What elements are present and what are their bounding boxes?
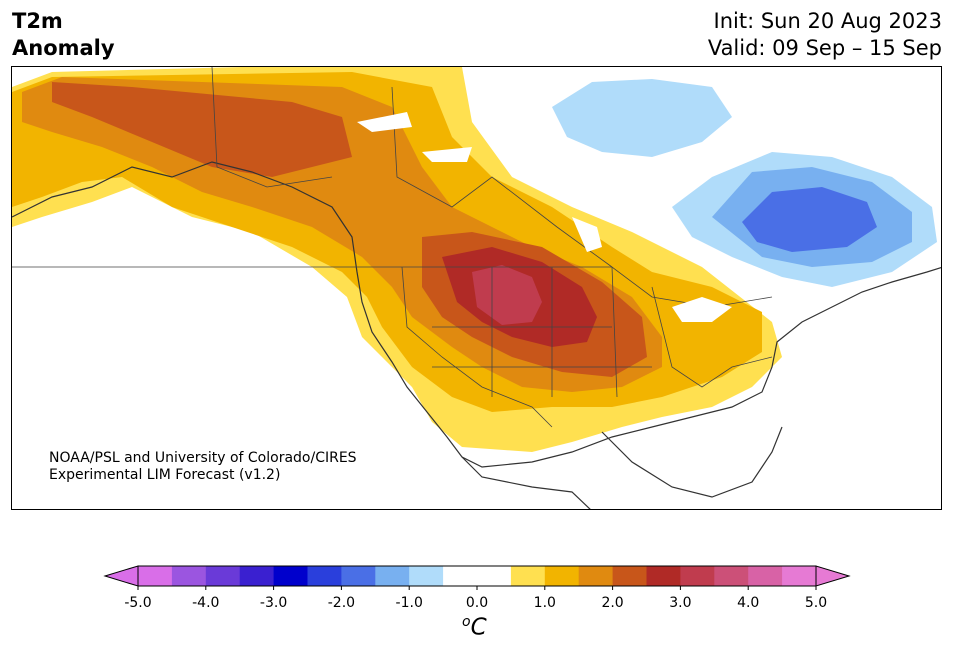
credit-line-2: Experimental LIM Forecast (v1.2) [49,467,281,483]
colorbar-cell [273,566,308,586]
colorbar-unit: oC [462,614,487,641]
coastlines [12,161,941,509]
title-line-2: Anomaly [12,36,115,60]
colorbar-cell [782,566,817,586]
colorbar-cell [443,566,478,586]
title-line-1: T2m [12,9,63,33]
colorbar-over-arrow [815,565,851,587]
anomaly-plus-3-0 [472,265,542,325]
colorbar-cell [409,566,444,586]
colorbar-cell [205,566,241,586]
colorbar-cell [748,566,783,586]
colorbar-cell [714,566,749,586]
colorbar-tick-label: 1.0 [534,595,556,611]
anomaly-minus-1-5 [742,187,877,252]
colorbar-under-arrow [103,565,139,587]
valid-range: Valid: 09 Sep – 15 Sep [707,36,942,60]
anomaly-plus-2-0 [52,82,352,177]
colorbar-tick-label: -2.0 [328,595,355,611]
lakes [357,112,732,322]
init-date: Init: Sun 20 Aug 2023 [713,9,942,33]
colorbar-cell [544,566,580,586]
colorbar-cell [477,566,512,586]
colorbar-cell [239,566,275,586]
colorbar-cell [341,566,376,586]
forecast-dates: Init: Sun 20 Aug 2023 Valid: 09 Sep – 15… [708,8,942,62]
colorbar-tick-label: 0.0 [466,595,488,611]
colorbar-cell [307,566,342,586]
colorbar-tick-label: 4.0 [737,595,759,611]
colorbar-cell [612,566,647,586]
colorbar-ticks: -5.0 -4.0 -3.0 -2.0 -1.0 0.0 1.0 2.0 3.0 4.0 5.0 [124,586,827,611]
colorbar-cell [680,566,715,586]
unit-celsius: C [470,614,487,641]
anomaly-minus-0-5-north [552,79,732,157]
colorbar-cell [510,566,546,586]
colorbar-cell [171,566,207,586]
anomaly-map [11,66,942,510]
map-canvas [12,67,941,509]
colorbar-cell [646,566,681,586]
colorbar-cell [578,566,614,586]
colorbar-cell [138,566,173,586]
colorbar-tick-label: 3.0 [669,595,691,611]
colorbar-tick-label: -1.0 [396,595,423,611]
colorbar-tick-label: -4.0 [192,595,219,611]
map-title: T2m Anomaly [12,8,115,62]
data-credit: NOAA/PSL and University of Colorado/CIRE… [49,450,357,484]
colorbar-tick-label: 5.0 [805,595,827,611]
colorbar-tick-label: -5.0 [124,595,151,611]
unit-degree: o [462,614,471,630]
colorbar-cells [138,566,817,586]
colorbar-tick-label: 2.0 [601,595,623,611]
colorbar-tick-label: -3.0 [260,595,287,611]
colorbar-cell [375,566,410,586]
credit-line-1: NOAA/PSL and University of Colorado/CIRE… [49,450,357,466]
